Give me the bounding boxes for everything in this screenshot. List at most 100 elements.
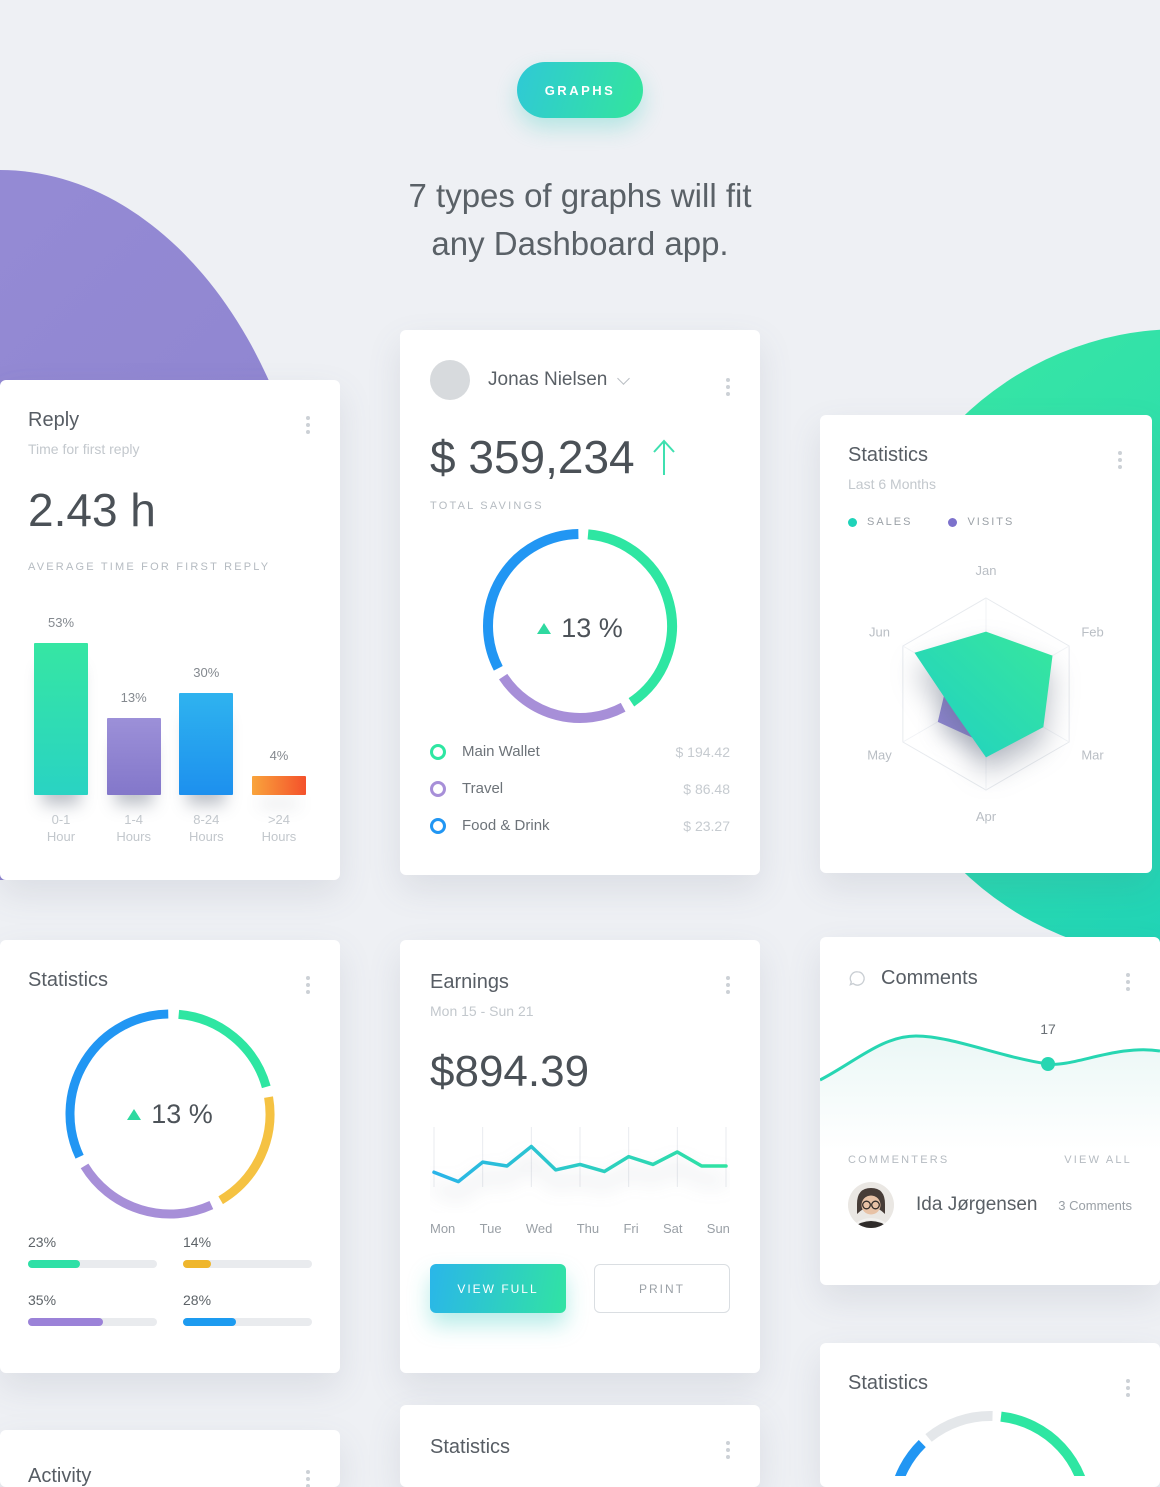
earnings-card: Earnings Mon 15 - Sun 21 $894.39 Mon Tue W… — [400, 940, 760, 1373]
visits-dot-icon — [948, 517, 958, 527]
donut-segment — [218, 1096, 275, 1205]
wave-line — [820, 1034, 1160, 1082]
card-subtitle: Mon 15 - Sun 21 — [430, 1003, 534, 1019]
donut-svg — [483, 529, 677, 723]
kebab-menu-icon[interactable] — [722, 1437, 734, 1463]
chevron-down-icon[interactable] — [617, 371, 631, 385]
progress-label: 35% — [28, 1292, 57, 1308]
wave-area — [820, 1036, 1160, 1150]
legend-ring-icon — [430, 743, 446, 760]
progress-track — [183, 1260, 312, 1268]
comments-header: Comments — [820, 937, 1160, 991]
bar-value-label: 30% — [193, 665, 220, 680]
wallet-card: Jonas Nielsen $ 359,234 TOTAL SAVINGS 13… — [400, 330, 760, 875]
bar-column: 53% — [30, 615, 92, 795]
print-button[interactable]: PRINT — [593, 1264, 730, 1313]
kebab-menu-icon[interactable] — [302, 972, 314, 998]
card-title: Statistics — [848, 444, 929, 466]
day-labels: Mon Tue Wed Thu Fri Sat Sun — [430, 1221, 730, 1236]
progress-item: 14% — [183, 1234, 312, 1268]
view-full-button[interactable]: VIEW FULL — [430, 1264, 566, 1313]
donut-center-value: 13 % — [28, 1008, 312, 1220]
earnings-buttons: VIEW FULL PRINT — [430, 1264, 730, 1313]
donut-center-value: 13 % — [475, 526, 685, 731]
bar-category-label: 8-24 Hours — [175, 811, 237, 845]
legend-amount: $ 23.27 — [683, 817, 730, 834]
view-all-link[interactable]: VIEW ALL — [1064, 1154, 1132, 1166]
bar-category-line: Hours — [188, 829, 224, 844]
commenter-comment-count: 3 Comments — [1058, 1197, 1132, 1213]
progress-item: 23% — [28, 1234, 157, 1268]
kebab-menu-icon[interactable] — [1114, 447, 1126, 473]
progress-item: 35% — [28, 1292, 157, 1326]
bar-category-line: Hour — [46, 829, 76, 844]
legend-row: Food & Drink $ 23.27 — [430, 807, 730, 844]
statistics-radar-card: Statistics Last 6 Months SALES VISITS Ja… — [820, 415, 1152, 873]
page-title-line1: 7 types of graphs will fit — [408, 177, 752, 214]
radar-axis-label: Jan — [976, 563, 997, 578]
card-title: Activity — [28, 1465, 92, 1487]
donut-svg — [65, 1009, 275, 1219]
bar-category-line: Hours — [116, 829, 151, 844]
radar-axis-label: Apr — [976, 809, 997, 824]
bar — [251, 776, 306, 795]
legend-amount: $ 194.42 — [675, 743, 731, 760]
user-name[interactable]: Jonas Nielsen — [488, 369, 608, 390]
day-label: Sat — [662, 1221, 683, 1236]
legend-ring-icon — [430, 780, 446, 797]
commenter-avatar — [848, 1182, 894, 1228]
reply-bar-categories: 0-1 Hour 1-4 Hours 8-24 Hours >24 Hours — [28, 811, 312, 845]
kebab-menu-icon[interactable] — [302, 1466, 314, 1487]
progress-label: 23% — [28, 1234, 57, 1250]
bar-category-line: 0-1 — [51, 812, 71, 827]
reply-card: Reply Time for first reply 2.43 h AVERAG… — [0, 380, 340, 880]
kebab-menu-icon[interactable] — [722, 374, 734, 400]
radar-axis-label: Mar — [1081, 748, 1104, 763]
donut-segment — [1000, 1411, 1086, 1476]
avatar[interactable] — [430, 360, 470, 400]
bar-category-line: 8-24 — [193, 812, 220, 827]
progress-track — [28, 1318, 157, 1326]
card-title: Comments — [881, 967, 978, 989]
day-label: Mon — [430, 1221, 456, 1236]
donut-segment — [895, 1440, 926, 1476]
bar-category-label: 0-1 Hour — [30, 811, 92, 845]
legend-label: Main Wallet — [462, 743, 540, 760]
bar-category-line: Hours — [261, 829, 297, 844]
progress-fill — [183, 1318, 236, 1326]
bar-value-label: 53% — [47, 615, 75, 630]
legend-item-sales: SALES — [848, 516, 912, 528]
kebab-menu-icon[interactable] — [302, 412, 314, 438]
legend-amount: $ 86.48 — [683, 780, 730, 797]
statistics-donut-card: Statistics 13 % 23% 14% 35% 28% — [0, 940, 340, 1373]
reply-caption: AVERAGE TIME FOR FIRST REPLY — [28, 561, 271, 573]
bar — [106, 718, 161, 795]
progress-label: 14% — [183, 1234, 212, 1250]
kebab-menu-icon[interactable] — [1122, 1375, 1134, 1401]
kebab-menu-icon[interactable] — [1122, 969, 1134, 995]
activity-card: Activity — [0, 1430, 340, 1487]
wallet-header: Jonas Nielsen — [430, 360, 730, 400]
radar-chart: Jan Feb Mar Apr May Jun — [867, 563, 1104, 824]
card-title: Earnings — [430, 971, 509, 993]
progress-grid: 23% 14% 35% 28% — [28, 1234, 312, 1326]
card-title: Reply — [28, 409, 80, 431]
earnings-value: $894.39 — [430, 1047, 590, 1096]
kebab-menu-icon[interactable] — [722, 972, 734, 998]
day-label: Sun — [706, 1221, 730, 1236]
bar-category-line: 1-4 — [124, 812, 144, 827]
card-title: Statistics — [28, 969, 109, 991]
bar-column: 4% — [248, 748, 310, 795]
data-point-dot — [1041, 1057, 1055, 1071]
legend-item-visits: VISITS — [948, 516, 1014, 528]
day-label: Fri — [623, 1221, 639, 1236]
up-triangle-icon — [127, 1108, 142, 1120]
commenter-row[interactable]: Ida Jørgensen 3 Comments — [820, 1166, 1160, 1228]
card-subtitle: Last 6 Months — [848, 476, 936, 492]
progress-fill — [28, 1260, 80, 1268]
card-title: Statistics — [848, 1372, 929, 1394]
reply-bar-chart: 53% 13% 30% 4% — [28, 583, 312, 795]
speech-bubble-icon — [849, 971, 865, 986]
bar-category-line: >24 — [267, 812, 290, 827]
